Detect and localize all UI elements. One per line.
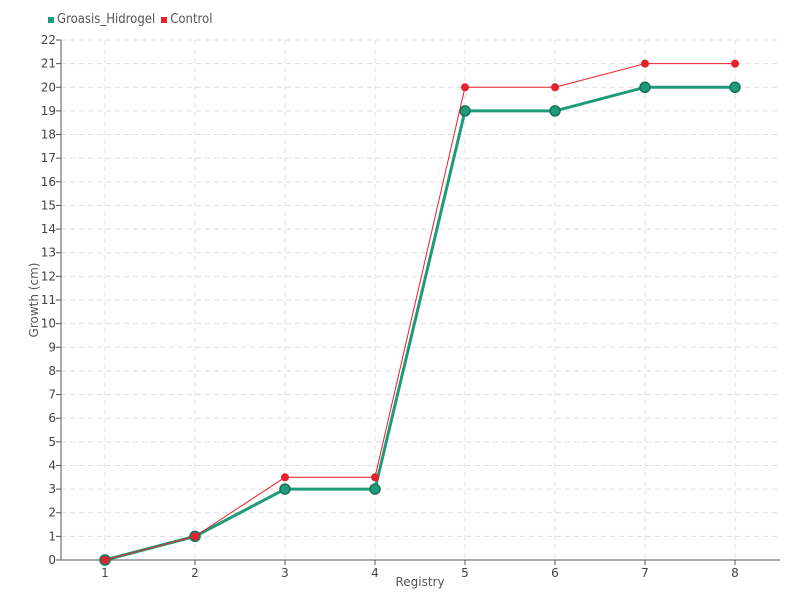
x-tick-label: 2 xyxy=(191,566,199,580)
x-tick-label: 4 xyxy=(371,566,379,580)
data-point[interactable] xyxy=(369,483,381,495)
data-point[interactable] xyxy=(551,83,559,92)
data-point[interactable] xyxy=(101,556,109,564)
data-point[interactable] xyxy=(191,532,199,541)
y-tick-label: 6 xyxy=(48,411,56,425)
y-tick-label: 14 xyxy=(41,222,56,236)
data-point[interactable] xyxy=(281,473,289,482)
data-point[interactable] xyxy=(549,105,561,117)
x-tick-label: 7 xyxy=(641,566,649,580)
y-tick-label: 7 xyxy=(48,388,56,402)
x-tick-label: 1 xyxy=(101,566,109,580)
data-point[interactable] xyxy=(371,473,379,482)
y-tick-label: 15 xyxy=(41,198,56,212)
y-tick-label: 18 xyxy=(41,128,56,142)
y-axis-label: Growth (cm) xyxy=(27,263,41,338)
y-tick-label: 17 xyxy=(41,151,56,165)
y-tick-label: 10 xyxy=(41,317,56,331)
legend-item-control[interactable]: Control xyxy=(161,12,212,27)
data-point[interactable] xyxy=(641,59,649,68)
y-tick-label: 5 xyxy=(48,435,56,449)
data-point[interactable] xyxy=(731,59,739,68)
data-point[interactable] xyxy=(729,81,741,94)
y-tick-label: 0 xyxy=(48,553,56,567)
legend-swatch-control xyxy=(161,16,168,23)
x-tick-label: 5 xyxy=(461,566,469,580)
series-control xyxy=(101,59,739,564)
legend-label-control: Control xyxy=(170,12,213,27)
x-tick-label: 6 xyxy=(551,566,559,580)
y-tick-label: 4 xyxy=(48,458,56,472)
y-tick-label: 12 xyxy=(41,269,56,283)
y-tick-label: 22 xyxy=(41,33,56,47)
series-layer xyxy=(99,59,741,566)
data-point[interactable] xyxy=(461,83,469,92)
y-tick-label: 1 xyxy=(48,529,56,543)
data-point[interactable] xyxy=(459,105,471,117)
legend-item-groasis[interactable]: Groasis_Hidrogel xyxy=(48,12,155,27)
y-tick-label: 9 xyxy=(48,340,56,354)
x-tick-label: 8 xyxy=(731,566,739,580)
x-tick-label: 3 xyxy=(281,566,289,580)
y-tick-label: 20 xyxy=(41,80,56,94)
y-tick-label: 19 xyxy=(41,104,56,118)
data-point[interactable] xyxy=(639,81,651,94)
legend-label-groasis: Groasis_Hidrogel xyxy=(57,12,156,27)
x-axis-label: Registry xyxy=(395,575,444,589)
x-tick-labels: 1 2 3 4 5 6 7 8 xyxy=(101,566,739,580)
data-point[interactable] xyxy=(279,483,291,495)
y-tick-label: 13 xyxy=(41,246,56,260)
y-tick-label: 16 xyxy=(41,175,56,189)
legend: Groasis_Hidrogel Control xyxy=(48,12,212,27)
y-tick-label: 2 xyxy=(48,506,56,520)
y-tick-label: 21 xyxy=(41,57,56,71)
legend-swatch-groasis xyxy=(48,16,54,23)
series-line xyxy=(104,85,735,562)
series-groasis-hidrogel xyxy=(99,81,741,566)
y-tick-label: 3 xyxy=(48,482,56,496)
y-tick-label: 11 xyxy=(41,293,56,307)
y-tick-label: 8 xyxy=(48,364,56,378)
series-line xyxy=(104,63,735,561)
